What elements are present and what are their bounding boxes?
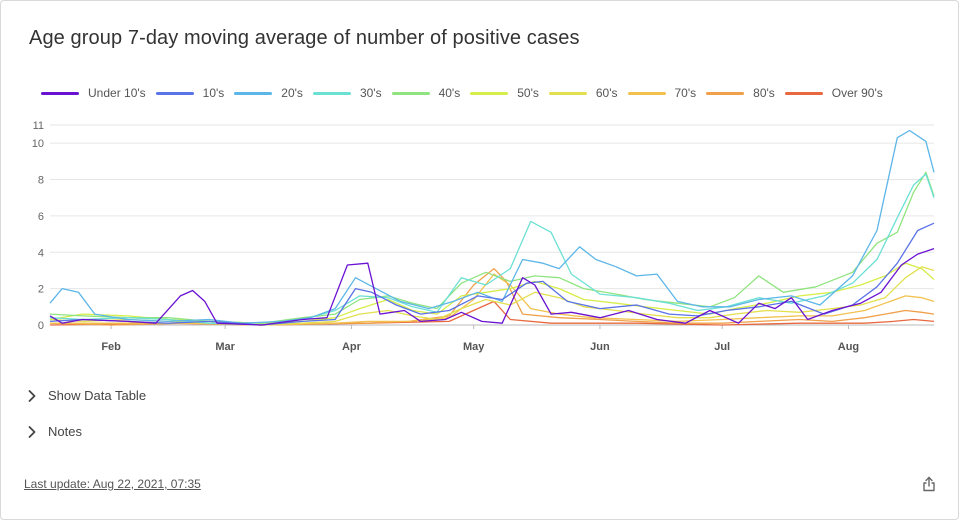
y-tick-label: 11 xyxy=(33,120,44,132)
y-tick-label: 4 xyxy=(38,247,44,259)
legend-swatch xyxy=(41,91,79,95)
legend-swatch xyxy=(391,91,430,95)
show-data-table-label: Show Data Table xyxy=(48,388,147,403)
legend-label: 70's xyxy=(674,86,697,100)
x-tick-label: Feb xyxy=(101,341,121,353)
legend-item[interactable]: 80's xyxy=(706,86,775,100)
chevron-right-icon xyxy=(28,389,36,402)
notes-toggle[interactable]: Notes xyxy=(25,424,82,439)
legend-swatch xyxy=(548,91,587,95)
legend-swatch xyxy=(627,91,666,95)
y-tick-label: 6 xyxy=(38,211,44,223)
y-tick-label: 2 xyxy=(38,284,44,296)
legend-label: 50's xyxy=(517,86,539,100)
legend-label: 80's xyxy=(753,86,775,100)
legend-label: 40's xyxy=(438,86,461,100)
legend-item[interactable]: 20's xyxy=(234,86,303,100)
y-tick-label: 0 xyxy=(38,320,44,332)
chevron-right-icon xyxy=(28,425,36,438)
legend-item[interactable]: 50's xyxy=(470,86,539,100)
legend-item[interactable]: 40's xyxy=(391,86,461,100)
legend-item[interactable]: 70's xyxy=(627,86,697,100)
series-line xyxy=(49,129,935,324)
legend-swatch xyxy=(706,91,745,95)
legend-item[interactable]: 10's xyxy=(155,86,225,100)
legend-item[interactable]: 60's xyxy=(548,86,618,100)
last-update-link[interactable]: Last update: Aug 22, 2021, 07:35 xyxy=(24,477,201,491)
x-tick-label: Jul xyxy=(714,341,730,353)
x-tick-label: Jun xyxy=(590,341,610,353)
y-tick-label: 8 xyxy=(38,175,44,187)
legend-label: 60's xyxy=(595,86,618,100)
chart-title: Age group 7-day moving average of number… xyxy=(29,27,580,49)
legend-swatch xyxy=(312,91,351,95)
series-line xyxy=(50,273,935,326)
legend-swatch xyxy=(470,91,509,95)
legend-item[interactable]: Under 10's xyxy=(41,86,146,100)
legend-swatch xyxy=(784,91,823,95)
legend-label: 20's xyxy=(281,86,303,100)
share-icon[interactable] xyxy=(921,476,937,492)
x-tick-label: Aug xyxy=(838,341,859,353)
legend-item[interactable]: 30's xyxy=(312,86,382,100)
notes-label: Notes xyxy=(48,424,82,439)
legend-label: 10's xyxy=(202,86,225,100)
legend-swatch xyxy=(234,91,273,95)
x-tick-label: Mar xyxy=(215,341,235,353)
line-chart: 0 2 4 6 8 10 11 Feb Mar Apr May Jun Jul Aug xyxy=(32,120,935,353)
y-tick-label: 10 xyxy=(32,138,44,150)
x-tick-label: May xyxy=(463,341,485,353)
series-line xyxy=(49,262,935,324)
legend-label: Under 10's xyxy=(88,86,146,100)
show-data-table-toggle[interactable]: Show Data Table xyxy=(25,388,146,403)
chart-legend: Under 10's 10's 20's 30's 40's 50's 60's 70's 80… xyxy=(41,85,893,101)
legend-item[interactable]: Over 90's xyxy=(784,86,883,100)
legend-label: Over 90's xyxy=(831,86,883,100)
x-tick-label: Apr xyxy=(342,341,362,353)
legend-label: 30's xyxy=(359,86,382,100)
legend-swatch xyxy=(155,91,194,95)
series-line xyxy=(49,247,935,326)
